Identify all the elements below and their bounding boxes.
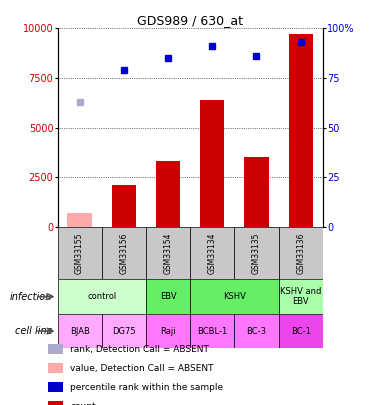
Text: GSM33155: GSM33155 (75, 232, 84, 274)
Text: BC-3: BC-3 (246, 326, 266, 336)
Text: KSHV and
EBV: KSHV and EBV (280, 287, 321, 306)
Text: rank, Detection Call = ABSENT: rank, Detection Call = ABSENT (70, 345, 209, 354)
Bar (190, 279, 279, 314)
Bar (146, 227, 190, 279)
Bar (279, 279, 323, 314)
Bar (58, 314, 102, 348)
Bar (156, 161, 180, 227)
Text: percentile rank within the sample: percentile rank within the sample (70, 383, 224, 392)
Bar (244, 157, 269, 227)
Text: value, Detection Call = ABSENT: value, Detection Call = ABSENT (70, 364, 214, 373)
Text: cell line: cell line (14, 326, 52, 336)
Bar (279, 227, 323, 279)
Bar (102, 314, 146, 348)
Bar (279, 314, 323, 348)
Bar (146, 314, 190, 348)
Text: EBV: EBV (160, 292, 176, 301)
Bar (234, 227, 279, 279)
Text: BC-1: BC-1 (291, 326, 311, 336)
Text: GSM33156: GSM33156 (119, 232, 128, 274)
Bar (58, 227, 102, 279)
Text: GSM33136: GSM33136 (296, 232, 305, 274)
Bar (190, 314, 234, 348)
Text: BCBL-1: BCBL-1 (197, 326, 227, 336)
Bar (190, 227, 234, 279)
Bar (102, 227, 146, 279)
Text: count: count (70, 402, 96, 405)
Text: infection: infection (10, 292, 52, 302)
Text: GSM33134: GSM33134 (208, 232, 217, 274)
Text: GSM33154: GSM33154 (164, 232, 173, 274)
Text: GSM33135: GSM33135 (252, 232, 261, 274)
Bar (200, 100, 224, 227)
Bar (112, 185, 136, 227)
Text: control: control (87, 292, 116, 301)
Text: DG75: DG75 (112, 326, 136, 336)
Text: BJAB: BJAB (70, 326, 89, 336)
Text: Raji: Raji (160, 326, 176, 336)
Text: KSHV: KSHV (223, 292, 246, 301)
Bar (58, 279, 146, 314)
Title: GDS989 / 630_at: GDS989 / 630_at (137, 14, 243, 27)
Bar (289, 34, 313, 227)
Bar (146, 279, 190, 314)
Bar (68, 213, 92, 227)
Bar (234, 314, 279, 348)
